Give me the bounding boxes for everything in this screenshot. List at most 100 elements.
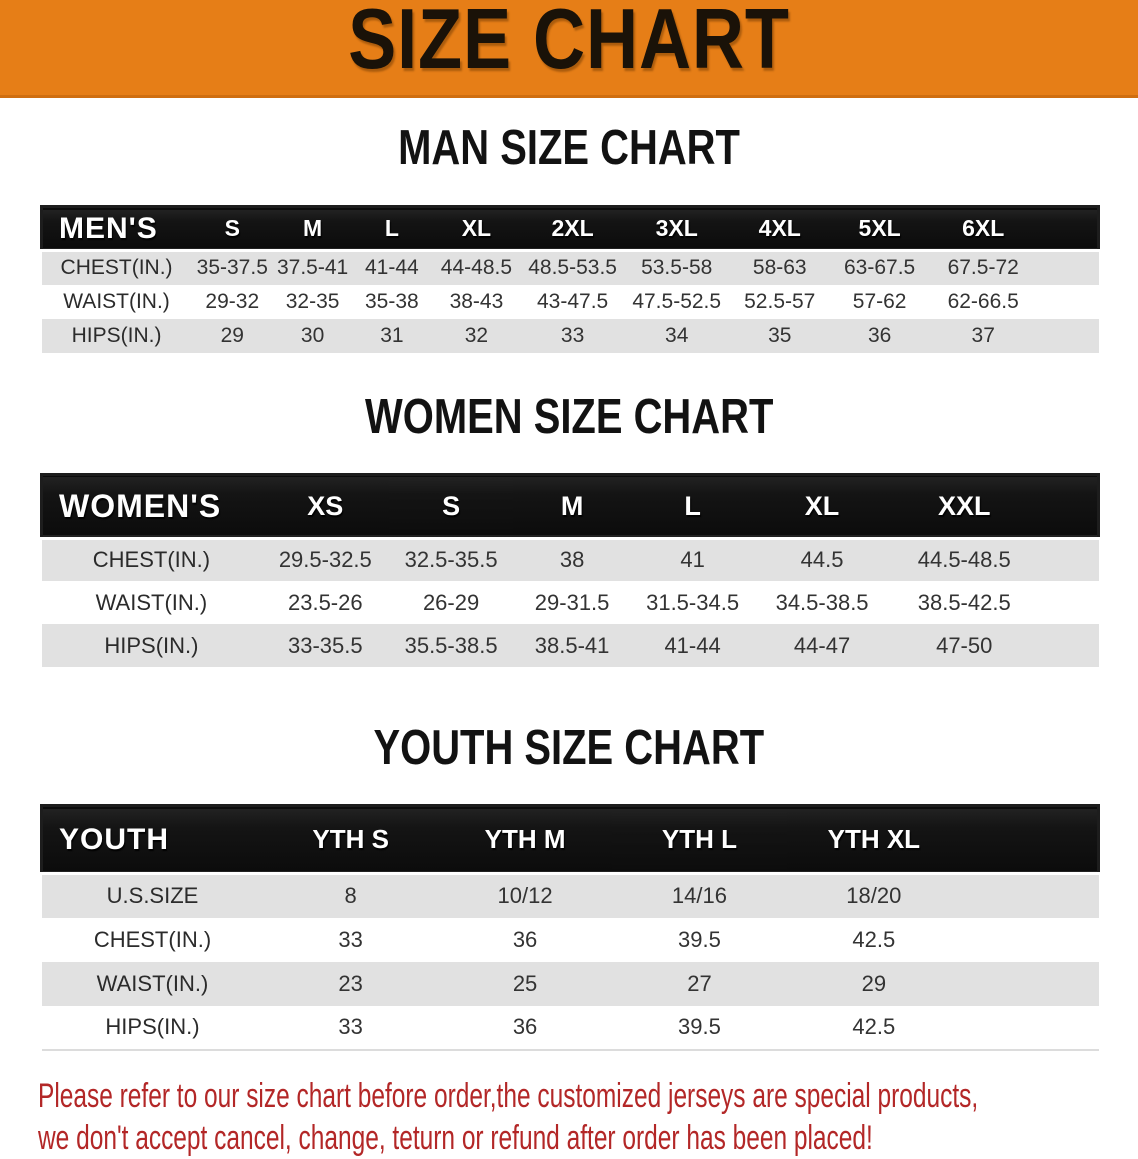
youth-size-cell: 33 (338, 926, 363, 952)
mens-column-header: L (384, 215, 399, 241)
womens-size-cell: 47-50 (936, 632, 993, 658)
womens-size-cell: 41-44 (664, 632, 721, 658)
womens-size-cell: 23.5-26 (287, 589, 363, 615)
womens-table-row: WAIST(IN.) 23.5-26 26-29 29-31.5 31.5-34.5 34… (41, 581, 1099, 624)
mens-row-label: HIPS(IN.) (71, 323, 162, 347)
mens-section-heading-text: MAN SIZE CHART (398, 118, 740, 175)
banner: SIZE CHART (0, 0, 1138, 98)
mens-size-cell: 38-43 (449, 289, 504, 313)
section-youth: YOUTH SIZE CHART YOUTH YTH S YTH M YTH L YTH … (0, 718, 1138, 1051)
page-title: SIZE CHART (318, 0, 820, 105)
mens-column-header: 3XL (655, 215, 698, 241)
womens-size-cell: 38.5-42.5 (917, 589, 1011, 615)
youth-row-filler (961, 1006, 1098, 1050)
youth-row-filler (961, 918, 1098, 962)
youth-column-header: YTH L (661, 824, 737, 854)
womens-row-filler (1038, 624, 1098, 667)
womens-table-title: WOMEN'S (59, 487, 222, 524)
mens-column-header: 5XL (858, 215, 901, 241)
youth-column-header: YTH XL (827, 824, 921, 854)
mens-size-cell: 29 (220, 323, 244, 347)
mens-column-header: 2XL (551, 215, 594, 241)
mens-size-cell: 62-66.5 (947, 289, 1019, 313)
womens-size-cell: 35.5-38.5 (404, 632, 498, 658)
mens-size-cell: 37 (971, 323, 995, 347)
womens-table-row: HIPS(IN.) 33-35.5 35.5-38.5 38.5-41 41-44 44-… (41, 624, 1099, 667)
mens-column-header: 4XL (758, 215, 801, 241)
youth-row-label: HIPS(IN.) (105, 1014, 200, 1039)
womens-size-cell: 26-29 (422, 589, 480, 615)
youth-section-heading-text: YOUTH SIZE CHART (373, 718, 765, 775)
womens-size-cell: 41 (631, 536, 754, 581)
mens-row-filler (1037, 319, 1098, 353)
womens-column-header: XXL (937, 490, 991, 521)
mens-size-cell: 53.5-58 (623, 249, 730, 285)
youth-row-filler (961, 872, 1099, 918)
youth-size-table: YOUTH YTH S YTH M YTH L YTH XL U.S.SIZE 8 10/12… (40, 804, 1100, 1051)
mens-size-cell: 32 (464, 323, 489, 347)
youth-table-row: U.S.SIZE 8 10/12 14/16 18/20 (41, 872, 1099, 918)
womens-row-filler (1038, 581, 1098, 624)
womens-size-cell: 44.5-48.5 (890, 536, 1039, 581)
mens-size-cell: 37.5-41 (272, 249, 353, 285)
womens-row-label: HIPS(IN.) (104, 632, 199, 658)
womens-size-cell: 33-35.5 (287, 632, 363, 658)
notice-line-1: Please refer to our size chart before or… (38, 1076, 979, 1115)
youth-size-cell: 33 (338, 1014, 363, 1039)
mens-column-header: M (303, 215, 323, 241)
youth-section-heading: YOUTH SIZE CHART (0, 718, 1138, 781)
mens-size-cell: 63-67.5 (829, 249, 930, 285)
womens-size-cell: 38.5-41 (534, 632, 610, 658)
mens-column-header: XL (461, 215, 492, 241)
mens-size-cell: 44-48.5 (431, 249, 522, 285)
womens-table-header: WOMEN'S XS S M L XL XXL (41, 474, 1099, 538)
youth-size-cell: 36 (512, 926, 538, 952)
womens-header-filler (1038, 474, 1098, 538)
youth-column-header: YTH S (312, 824, 389, 854)
youth-table-title: YOUTH (59, 822, 169, 856)
mens-size-cell: 67.5-72 (929, 249, 1038, 285)
size-chart-sections: MAN SIZE CHART MEN'S S M L XL 2XL 3XL 4XL 5XL 6XL C… (0, 118, 1138, 1051)
section-mens: MAN SIZE CHART MEN'S S M L XL 2XL 3XL 4XL 5XL 6XL C… (0, 118, 1138, 353)
womens-column-header: L (684, 490, 701, 521)
mens-table-row: CHEST(IN.) 35-37.5 37.5-41 41-44 44-48.5 48.5… (41, 249, 1099, 285)
mens-header-filler (1037, 207, 1098, 251)
youth-table-header: YOUTH YTH S YTH M YTH L YTH XL (41, 805, 1099, 874)
mens-table-header: MEN'S S M L XL 2XL 3XL 4XL 5XL 6XL (41, 206, 1099, 251)
mens-size-cell: 35-38 (365, 289, 419, 313)
youth-table-row: HIPS(IN.) 33 36 39.5 42.5 (41, 1005, 1099, 1050)
mens-column-header: 6XL (962, 215, 1005, 241)
womens-section-heading: WOMEN SIZE CHART (0, 389, 1138, 450)
mens-column-header: S (224, 215, 240, 241)
mens-table-row: HIPS(IN.) 29 30 31 32 33 34 35 36 37 (41, 318, 1099, 353)
mens-size-cell: 47.5-52.5 (632, 289, 722, 313)
mens-row-label: WAIST(IN.) (63, 289, 170, 313)
mens-row-filler (1037, 249, 1099, 285)
section-womens: WOMEN SIZE CHART WOMEN'S XS S M L XL XXL CHEST(I… (0, 389, 1138, 667)
mens-size-cell: 34 (665, 323, 689, 347)
womens-column-header: XS (307, 490, 344, 521)
youth-size-cell: 10/12 (437, 872, 613, 918)
mens-size-table: MEN'S S M L XL 2XL 3XL 4XL 5XL 6XL CHEST(IN.) 35-37… (40, 205, 1100, 353)
womens-size-cell: 38 (512, 536, 632, 581)
youth-size-cell: 39.5 (678, 1014, 721, 1039)
mens-row-filler (1037, 285, 1098, 319)
youth-size-cell: 8 (263, 872, 438, 918)
mens-size-cell: 35-37.5 (191, 249, 273, 285)
youth-size-cell: 14/16 (612, 872, 787, 918)
womens-size-cell: 29.5-32.5 (261, 536, 390, 581)
womens-size-cell: 31.5-34.5 (646, 589, 740, 615)
womens-size-cell: 29-31.5 (534, 589, 610, 615)
page-title-text: SIZE CHART (348, 0, 790, 87)
womens-row-label: CHEST(IN.) (41, 536, 262, 581)
youth-row-label: WAIST(IN.) (96, 970, 209, 996)
womens-column-header: M (560, 490, 584, 521)
youth-size-cell: 25 (512, 970, 538, 996)
youth-size-cell: 18/20 (786, 872, 962, 918)
womens-size-cell: 44-47 (793, 632, 851, 658)
mens-section-heading: MAN SIZE CHART (0, 118, 1138, 181)
mens-size-cell: 33 (560, 323, 585, 347)
womens-size-cell: 32.5-35.5 (389, 536, 513, 581)
womens-table-row: CHEST(IN.) 29.5-32.5 32.5-35.5 38 41 44.5 44.5… (41, 536, 1099, 581)
